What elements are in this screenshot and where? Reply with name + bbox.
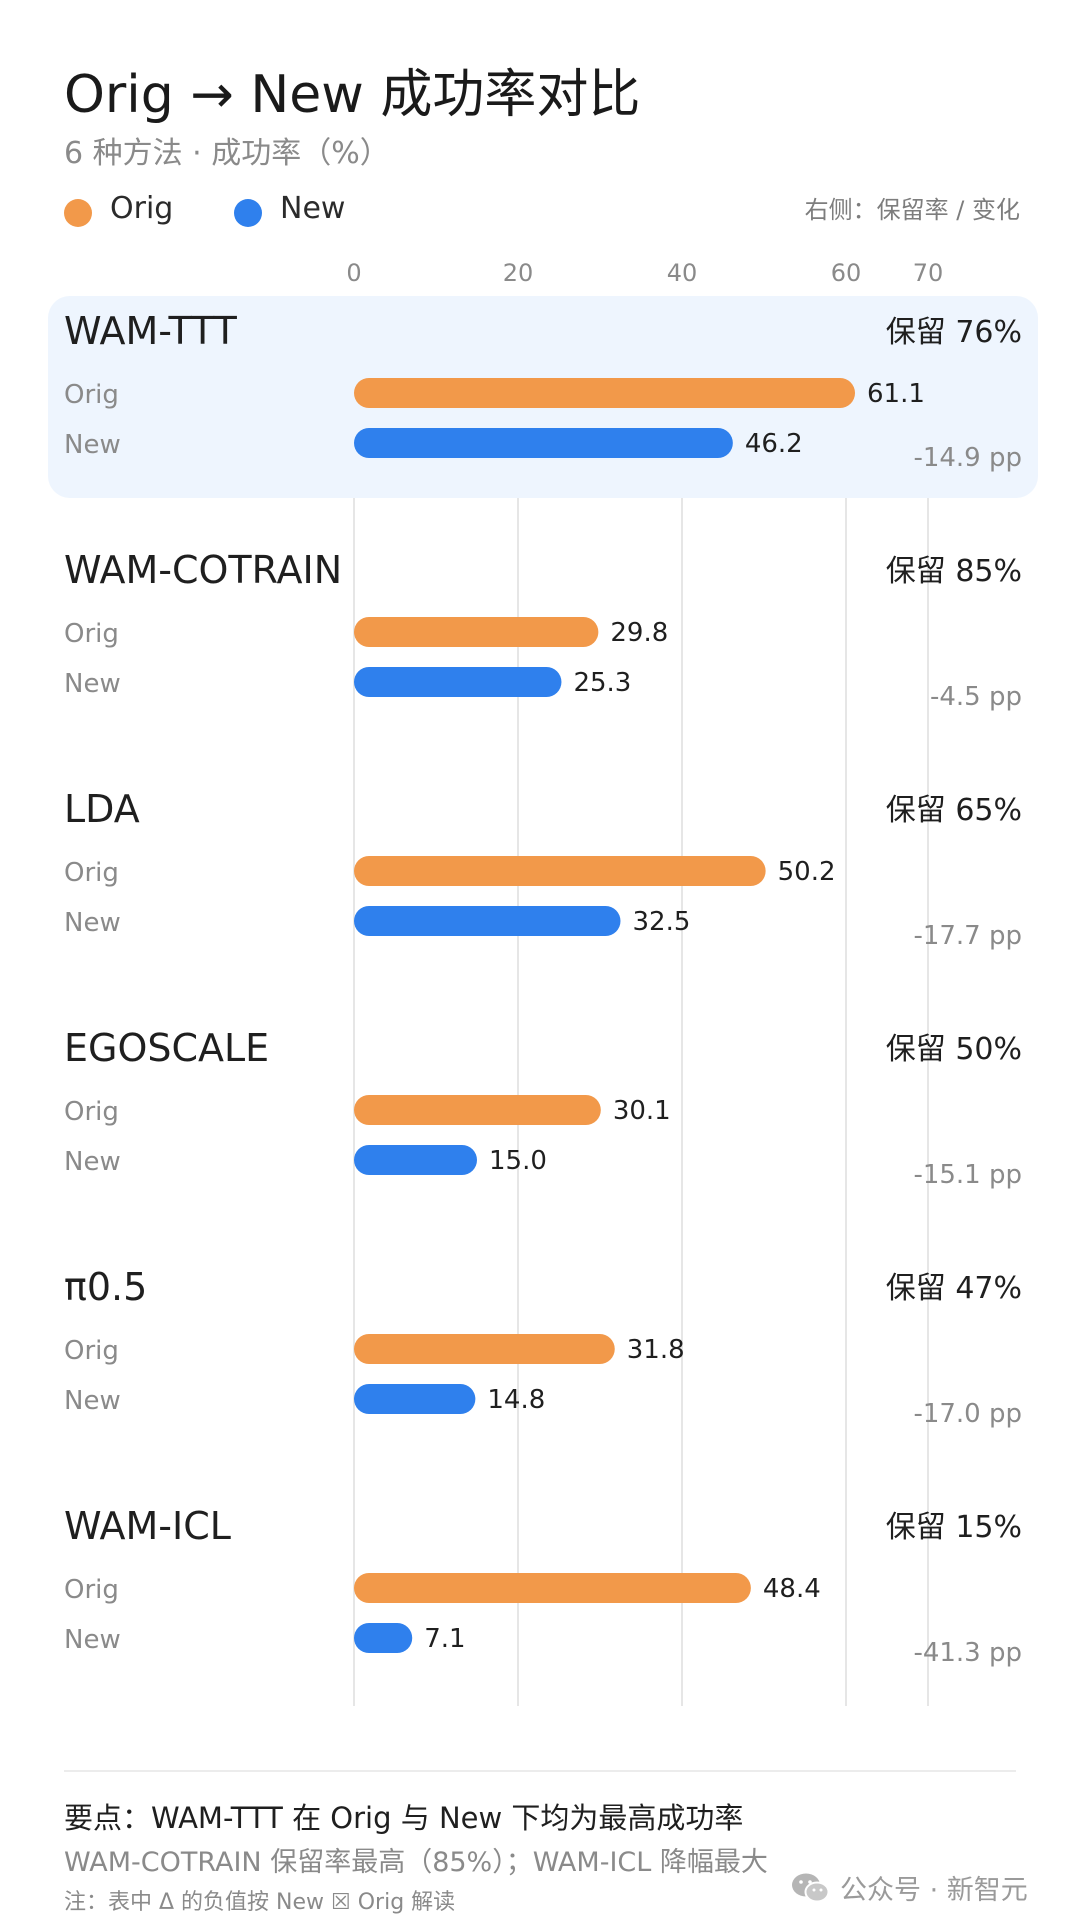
- legend-orig-label: Orig: [110, 190, 174, 226]
- bar-new: [354, 1623, 413, 1653]
- method-name: WAM-COTRAIN: [64, 548, 342, 592]
- legend-orig: Orig: [64, 188, 173, 228]
- retention-label: 保留 47%: [886, 1271, 1022, 1306]
- retention-label: 保留 76%: [886, 315, 1022, 350]
- legend-orig-swatch: [64, 199, 92, 227]
- retention-label: 保留 15%: [886, 1510, 1022, 1545]
- bar-new: [354, 428, 733, 458]
- row-label-orig: Orig: [64, 858, 119, 888]
- x-tick-label: 20: [503, 259, 534, 287]
- bar-new: [354, 1145, 477, 1175]
- row-label-orig: Orig: [64, 380, 119, 410]
- method-name: π0.5: [64, 1265, 147, 1309]
- row-label-orig: Orig: [64, 1575, 119, 1605]
- value-label-new: 7.1: [424, 1624, 465, 1654]
- right-note: 右侧：保留率 / 变化: [804, 196, 1020, 224]
- bar-orig: [354, 378, 856, 408]
- retention-label: 保留 50%: [886, 1032, 1022, 1067]
- value-label-new: 14.8: [487, 1385, 545, 1415]
- row-label-new: New: [64, 908, 121, 938]
- bar-new: [354, 1384, 476, 1414]
- delta-label: -4.5 pp: [930, 682, 1022, 712]
- delta-label: -14.9 pp: [913, 443, 1022, 473]
- bar-orig: [354, 1334, 615, 1364]
- row-label-orig: Orig: [64, 619, 119, 649]
- x-tick-label: 60: [831, 259, 862, 287]
- bar-orig: [354, 1095, 601, 1125]
- key-point: 要点：WAM-TTT 在 Orig 与 New 下均为最高成功率: [64, 1801, 744, 1835]
- value-label-new: 15.0: [489, 1146, 547, 1176]
- retention-label: 保留 85%: [886, 554, 1022, 589]
- value-label-orig: 50.2: [778, 857, 836, 887]
- bar-orig: [354, 1573, 751, 1603]
- method-name: LDA: [64, 787, 140, 831]
- value-label-orig: 29.8: [610, 618, 668, 648]
- bar-new: [354, 667, 562, 697]
- row-label-new: New: [64, 1625, 121, 1655]
- delta-label: -15.1 pp: [913, 1160, 1022, 1190]
- legend-new-label: New: [280, 190, 346, 226]
- legend-new: New: [234, 188, 345, 228]
- chart-subtitle: 6 种方法 · 成功率（%）: [64, 136, 390, 171]
- bar-orig: [354, 617, 599, 647]
- x-tick-label: 70: [913, 259, 944, 287]
- bar-new: [354, 906, 621, 936]
- value-label-orig: 30.1: [613, 1096, 671, 1126]
- value-label-new: 25.3: [573, 668, 631, 698]
- retention-label: 保留 65%: [886, 793, 1022, 828]
- delta-label: -17.0 pp: [913, 1399, 1022, 1429]
- delta-label: -17.7 pp: [913, 921, 1022, 951]
- value-label-new: 32.5: [633, 907, 691, 937]
- row-label-orig: Orig: [64, 1336, 119, 1366]
- row-label-new: New: [64, 430, 121, 460]
- value-label-orig: 48.4: [763, 1574, 821, 1604]
- value-label-new: 46.2: [745, 429, 803, 459]
- value-label-orig: 61.1: [867, 379, 925, 409]
- method-name: WAM-TTT: [64, 309, 238, 353]
- method-name: EGOSCALE: [64, 1026, 269, 1070]
- watermark-text: 公众号 · 新智元: [840, 1875, 1028, 1906]
- row-label-new: New: [64, 1386, 121, 1416]
- footer-divider: [64, 1770, 1016, 1772]
- x-tick-label: 40: [667, 259, 698, 287]
- bar-orig: [354, 856, 766, 886]
- watermark: 公众号 · 新智元: [790, 1868, 1028, 1907]
- delta-label: -41.3 pp: [913, 1638, 1022, 1668]
- row-label-new: New: [64, 669, 121, 699]
- method-name: WAM-ICL: [64, 1504, 231, 1548]
- bar-chart: 0 20 40 60 70 WAM-TTT 保留 76% Orig New 61.1 46.2 -14…: [48, 259, 1038, 1706]
- legend-new-swatch: [234, 199, 262, 227]
- chart-title: Orig → New 成功率对比: [64, 65, 641, 125]
- row-label-new: New: [64, 1147, 121, 1177]
- wechat-icon: [792, 1873, 830, 1902]
- x-tick-label: 0: [346, 259, 361, 287]
- footnote: 注：表中 Δ 的负值按 New ☒ Orig 解读: [64, 1890, 456, 1915]
- row-label-orig: Orig: [64, 1097, 119, 1127]
- value-label-orig: 31.8: [627, 1335, 685, 1365]
- key-point-detail: WAM-COTRAIN 保留率最高（85%）；WAM-ICL 降幅最大: [64, 1847, 768, 1878]
